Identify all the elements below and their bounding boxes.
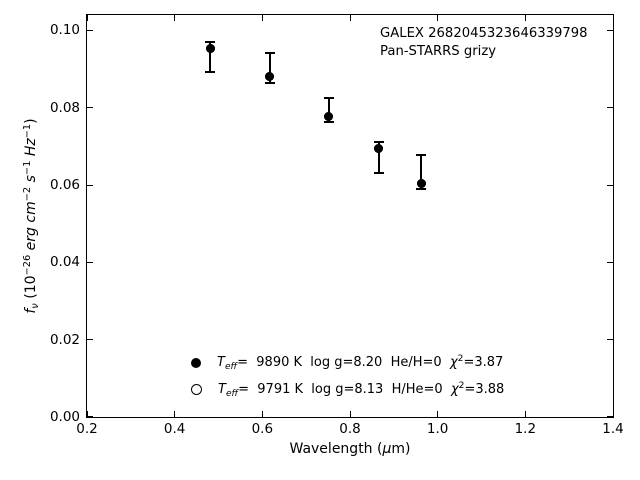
y-tick-right — [607, 29, 613, 31]
text-segment: eff — [224, 362, 238, 373]
x-tick — [437, 411, 439, 417]
y-tick-label: 0.02 — [49, 331, 80, 348]
text-segment: T — [218, 382, 226, 397]
x-tick — [612, 411, 614, 417]
filled-circle-icon — [191, 357, 201, 368]
y-tick-label: 0.04 — [49, 254, 80, 271]
x-tick-top — [349, 15, 351, 21]
x-tick-label: 1.0 — [426, 421, 449, 437]
x-tick — [524, 411, 526, 417]
text-segment: m) — [391, 441, 411, 457]
y-axis-label: fν (10−26 erg cm−2 s−1 Hz−1) — [21, 118, 42, 314]
observed-errorbar — [269, 53, 271, 84]
errorbar-cap-top — [373, 140, 384, 143]
text-segment: χ — [449, 355, 458, 370]
x-tick-top — [261, 15, 263, 21]
x-tick — [261, 411, 263, 417]
observed-errorbar — [420, 155, 422, 189]
x-tick-label: 1.4 — [602, 421, 624, 437]
plot-area: GALEX 2682045323646339798 Pan-STARRS gri… — [86, 14, 614, 418]
text-segment: −2 — [21, 186, 33, 202]
object-id-annotation: GALEX 2682045323646339798 Pan-STARRS gri… — [380, 25, 588, 60]
y-tick — [87, 415, 93, 417]
text-segment: eff — [225, 389, 239, 400]
text-segment: −26 — [21, 254, 33, 276]
errorbar-cap-bottom — [373, 172, 384, 175]
observed-errorbar — [378, 141, 380, 174]
x-tick-label: 0.6 — [251, 421, 274, 437]
x-tick-top — [437, 15, 439, 21]
y-tick — [87, 339, 93, 341]
y-tick-right — [607, 415, 613, 417]
legend-label-model2: Teff= 9791 K log g=8.13 H/He=0 χ2=3.88 — [218, 381, 505, 400]
model-point-filled — [374, 143, 384, 153]
legend-entry-model2: Teff= 9791 K log g=8.13 H/He=0 χ2=3.88 — [191, 376, 504, 403]
text-segment: = 9791 K log g=8.13 H/He=0 — [238, 382, 451, 397]
model-point-filled — [205, 44, 215, 54]
text-segment: 2 — [458, 381, 465, 391]
y-tick-label: 0.08 — [49, 99, 80, 116]
annotation-survey: Pan-STARRS grizy — [380, 43, 497, 59]
y-tick — [87, 107, 93, 109]
legend-entry-model1: Teff= 9890 K log g=8.20 He/H=0 χ2=3.87 — [191, 349, 504, 376]
errorbar-cap-bottom — [264, 82, 275, 85]
errorbar-cap-bottom — [205, 70, 216, 73]
x-tick-label: 1.2 — [514, 421, 537, 437]
observed-errorbar — [209, 42, 211, 72]
observed-errorbar — [328, 97, 330, 123]
text-segment: χ — [450, 382, 459, 397]
text-segment: 2 — [457, 354, 464, 364]
text-segment: −1 — [21, 160, 33, 176]
text-segment: Wavelength ( — [289, 441, 383, 457]
model-point-filled — [324, 112, 334, 122]
y-tick-right — [607, 261, 613, 263]
text-segment: s — [23, 175, 39, 183]
x-axis-label: Wavelength (μm) — [87, 441, 613, 457]
x-tick-top — [174, 15, 176, 21]
text-segment: ν — [30, 303, 42, 309]
x-tick-top — [524, 15, 526, 21]
x-tick-label: 0.4 — [163, 421, 186, 437]
y-tick — [87, 261, 93, 263]
text-segment — [23, 223, 39, 227]
model-point-filled — [265, 72, 275, 82]
x-tick-top — [86, 15, 88, 21]
y-tick-right — [607, 339, 613, 341]
text-segment: = 9890 K log g=8.20 He/H=0 — [237, 355, 450, 370]
annotation-galex-id: GALEX 2682045323646339798 — [380, 26, 588, 41]
x-tick — [349, 411, 351, 417]
text-segment: −1 — [21, 123, 33, 139]
text-segment: μ — [382, 441, 392, 457]
text-segment: Hz — [23, 138, 39, 157]
text-segment: T — [217, 355, 225, 370]
y-tick — [87, 184, 93, 186]
errorbar-cap-top — [323, 96, 334, 99]
x-tick-label: 0.8 — [339, 421, 361, 437]
errorbar-cap-bottom — [323, 121, 334, 124]
text-segment: =3.88 — [464, 382, 505, 397]
text-segment: erg — [23, 227, 39, 251]
y-tick-right — [607, 107, 613, 109]
legend-label-model1: Teff= 9890 K log g=8.20 He/H=0 χ2=3.87 — [217, 354, 504, 373]
x-tick — [174, 411, 176, 417]
y-tick — [87, 29, 93, 31]
errorbar-cap-top — [205, 41, 216, 44]
text-segment: cm — [23, 201, 39, 223]
text-segment: =3.87 — [463, 355, 504, 370]
text-segment: (10 — [23, 275, 39, 304]
text-segment: f — [23, 308, 39, 314]
open-circle-icon — [191, 384, 202, 395]
errorbar-cap-top — [416, 154, 426, 157]
x-tick-top — [612, 15, 614, 21]
y-tick-label: 0.06 — [49, 177, 80, 194]
x-tick — [86, 411, 88, 417]
legend: Teff= 9890 K log g=8.20 He/H=0 χ2=3.87 T… — [191, 349, 504, 403]
y-tick-label: 0.00 — [49, 409, 80, 425]
errorbar-cap-top — [264, 52, 275, 55]
y-tick-label: 0.10 — [49, 22, 80, 39]
errorbar-cap-bottom — [416, 187, 426, 190]
model-point-filled — [416, 179, 426, 189]
y-tick-right — [607, 184, 613, 186]
x-tick-label: 0.2 — [76, 421, 98, 437]
